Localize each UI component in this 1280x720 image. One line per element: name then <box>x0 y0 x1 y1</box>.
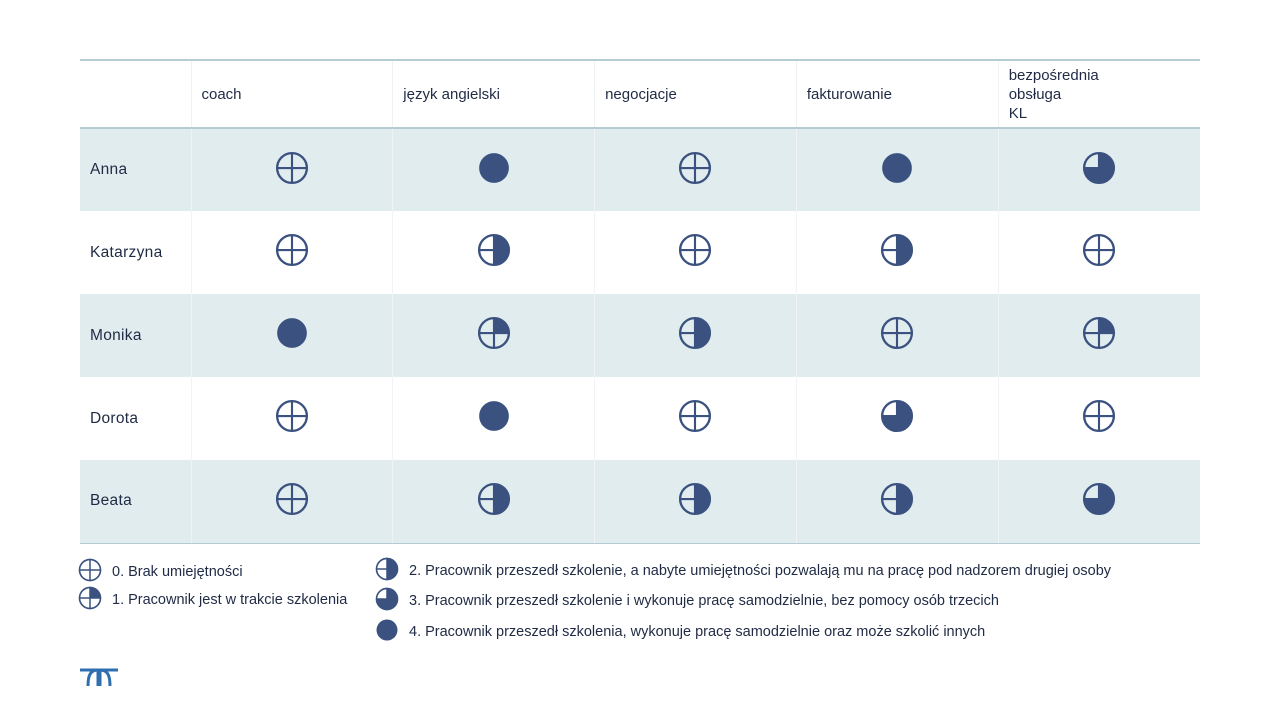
legend-item-0: 0. Brak umiejętności <box>78 558 243 586</box>
harvey-ball-icon <box>275 482 309 521</box>
header-row: coach język angielski negocjacje fakturo… <box>80 59 1200 129</box>
harvey-ball-icon <box>678 316 712 355</box>
column-header: bezpośrednia obsługa KL <box>997 59 1200 129</box>
harvey-ball-icon <box>880 316 914 355</box>
employee-name: Anna <box>80 128 191 211</box>
harvey-ball-icon <box>477 482 511 521</box>
harvey-ball-icon <box>375 587 399 615</box>
legend-text: 3. Pracownik przeszedł szkolenie i wykon… <box>409 593 999 609</box>
skill-cell <box>392 377 595 460</box>
skill-cell <box>795 377 999 460</box>
harvey-ball-icon <box>78 558 102 586</box>
employee-name: Dorota <box>90 409 139 427</box>
column-header: język angielski <box>392 59 595 129</box>
legend-text: 2. Pracownik przeszedł szkolenie, a naby… <box>409 563 1112 579</box>
employee-name: Katarzyna <box>90 243 163 261</box>
skill-cell <box>392 211 595 294</box>
harvey-ball-icon <box>477 151 511 190</box>
skill-cell <box>795 128 999 211</box>
skill-cell <box>392 460 595 544</box>
skill-cell <box>594 377 797 460</box>
skill-cell <box>190 377 393 460</box>
harvey-ball-icon <box>275 151 309 190</box>
skill-cell <box>997 377 1200 460</box>
legend-item-2: 2. Pracownik przeszedł szkolenie, a naby… <box>375 557 1111 585</box>
harvey-ball-icon <box>678 233 712 272</box>
harvey-ball-icon <box>1082 399 1116 438</box>
column-header: coach <box>190 59 393 129</box>
employee-name: Beata <box>80 460 191 544</box>
table-row: Monika <box>80 294 1200 377</box>
column-header: fakturowanie <box>795 59 999 129</box>
harvey-ball-icon <box>477 399 511 438</box>
employee-name: Monika <box>80 294 191 377</box>
harvey-ball-icon <box>1082 316 1116 355</box>
harvey-ball-icon <box>880 482 914 521</box>
skill-cell <box>997 128 1200 211</box>
skill-cell <box>190 460 393 544</box>
skill-cell <box>795 294 999 377</box>
harvey-ball-icon <box>1082 151 1116 190</box>
harvey-ball-icon <box>880 399 914 438</box>
skill-cell <box>190 211 393 294</box>
skill-cell <box>392 294 595 377</box>
harvey-ball-icon <box>1082 482 1116 521</box>
legend-text: 1. Pracownik jest w trakcie szkolenia <box>112 592 348 608</box>
harvey-ball-icon <box>78 586 102 614</box>
harvey-ball-icon <box>275 316 309 355</box>
harvey-ball-icon <box>678 482 712 521</box>
skill-cell <box>190 128 393 211</box>
harvey-ball-icon <box>477 316 511 355</box>
skill-cell <box>594 211 797 294</box>
skill-cell <box>997 294 1200 377</box>
skills-matrix-table: coach język angielski negocjacje fakturo… <box>80 59 1200 544</box>
table-row: Dorota <box>80 377 1200 460</box>
skill-cell <box>392 128 595 211</box>
skill-cell <box>795 211 999 294</box>
column-header: negocjacje <box>594 59 797 129</box>
legend-item-4: 4. Pracownik przeszedł szkolenia, wykonu… <box>375 618 985 646</box>
skill-cell <box>190 294 393 377</box>
table-row: Beata <box>80 460 1200 544</box>
harvey-ball-icon <box>678 151 712 190</box>
harvey-ball-icon <box>678 399 712 438</box>
harvey-ball-icon <box>880 151 914 190</box>
legend-item-3: 3. Pracownik przeszedł szkolenie i wykon… <box>375 587 999 615</box>
skill-cell <box>795 460 999 544</box>
harvey-ball-icon <box>275 233 309 272</box>
skill-cell <box>594 460 797 544</box>
harvey-ball-icon <box>880 233 914 272</box>
harvey-ball-icon <box>477 233 511 272</box>
legend-text: 0. Brak umiejętności <box>112 564 243 580</box>
table-row: Anna <box>80 128 1200 211</box>
legend-text: 4. Pracownik przeszedł szkolenia, wykonu… <box>409 624 986 640</box>
skill-cell <box>594 128 797 211</box>
skill-cell <box>997 211 1200 294</box>
harvey-ball-icon <box>375 557 399 585</box>
table-row: Katarzyna <box>80 211 1200 294</box>
harvey-ball-icon <box>375 618 399 646</box>
legend-item-1: 1. Pracownik jest w trakcie szkolenia <box>78 586 347 614</box>
corner-cell <box>80 59 191 129</box>
harvey-ball-icon <box>275 399 309 438</box>
randstad-logo-icon <box>79 668 119 693</box>
skill-cell <box>997 460 1200 544</box>
harvey-ball-icon <box>1082 233 1116 272</box>
skill-cell <box>594 294 797 377</box>
